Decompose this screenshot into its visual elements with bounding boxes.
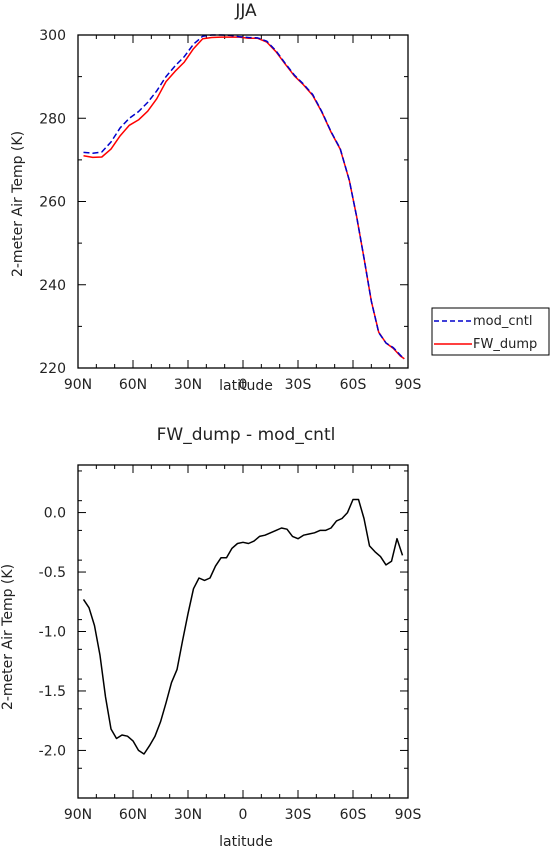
top-x-axis-label: latitude — [219, 378, 273, 394]
bottom-plot-frame — [77, 464, 409, 799]
top-y-tick-label: 300 — [39, 28, 66, 44]
top-panel: JJA 90N 60N 30N 0 30S 60S 90S 220 240 260 280 300 l… — [10, 1, 421, 394]
top-plot-frame — [77, 34, 409, 369]
bottom-y-axis-label: 2-meter Air Temp (K) — [0, 564, 16, 710]
bottom-x-tick-label: 30S — [285, 807, 312, 823]
legend-label-fw-dump: FW_dump — [473, 337, 537, 352]
bottom-x-tick-label: 60S — [340, 807, 367, 823]
top-x-tick-label: 0 — [239, 377, 248, 393]
bottom-chart-axes: 90N 60N 30N 0 30S 60S 90S -2.0 -1.5 -1.0 -0.5 0.0 — [39, 465, 422, 823]
top-x-tick-label: 30N — [174, 377, 202, 393]
top-x-tick-label: 60N — [119, 377, 147, 393]
bottom-x-tick-label: 0 — [239, 807, 248, 823]
top-x-tick-label: 90N — [64, 377, 92, 393]
bottom-x-axis-label: latitude — [219, 834, 273, 850]
legend-label-mod-cntl: mod_cntl — [473, 314, 532, 329]
bottom-y-tick-label: -1.5 — [39, 684, 66, 700]
top-series-line-mod-cntl — [83, 34, 405, 360]
top-y-tick-label: 260 — [39, 195, 66, 211]
top-y-tick-label: 280 — [39, 111, 66, 127]
bottom-y-tick-label: -2.0 — [39, 743, 66, 759]
top-y-tick-label: 240 — [39, 278, 66, 294]
bottom-chart-title: FW_dump - mod_cntl — [157, 425, 336, 445]
bottom-x-tick-label: 90N — [64, 807, 92, 823]
legend: mod_cntl FW_dump — [431, 307, 550, 356]
bottom-panel: FW_dump - mod_cntl 90N 60N 30N 0 30S 60S 90S -2… — [0, 425, 421, 850]
top-chart-axes: 90N 60N 30N 0 30S 60S 90S 220 240 260 280 300 — [39, 28, 421, 393]
bottom-x-tick-label: 30N — [174, 807, 202, 823]
top-x-tick-label: 30S — [285, 377, 312, 393]
top-y-tick-label: 220 — [39, 361, 66, 377]
top-chart-series — [83, 34, 405, 360]
top-chart-title: JJA — [234, 1, 257, 21]
top-series-line-fw-dump — [83, 36, 405, 360]
bottom-x-tick-label: 60N — [119, 807, 147, 823]
top-y-axis-label: 2-meter Air Temp (K) — [10, 131, 26, 277]
bottom-y-tick-label: -1.0 — [39, 625, 66, 641]
legend-box — [431, 307, 550, 356]
top-x-tick-label: 90S — [395, 377, 422, 393]
bottom-y-tick-label: -0.5 — [39, 565, 66, 581]
bottom-y-tick-label: 0.0 — [44, 506, 66, 522]
top-x-tick-label: 60S — [340, 377, 367, 393]
bottom-x-tick-label: 90S — [395, 807, 422, 823]
bottom-chart-series — [82, 498, 404, 755]
bottom-series-line-difference — [82, 498, 404, 755]
